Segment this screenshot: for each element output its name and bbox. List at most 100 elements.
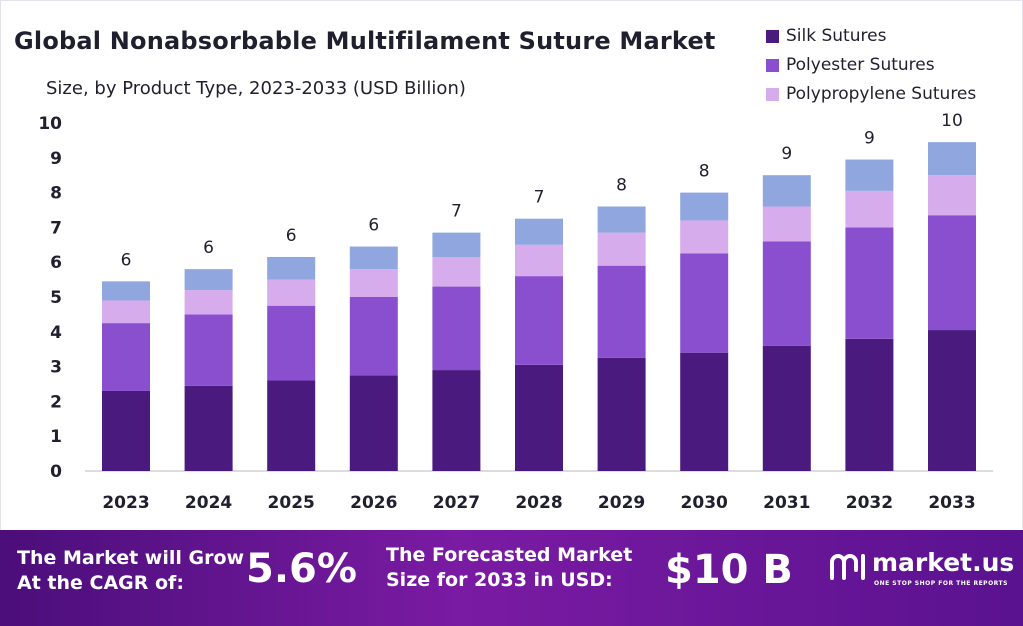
x-tick-label: 2026 [350,493,397,513]
x-tick-label: 2029 [598,493,645,513]
bar-segment [349,297,398,376]
forecast-text: The Forecasted Market Size for 2033 in U… [386,543,632,593]
bar-segment [597,206,646,233]
chart-title: Global Nonabsorbable Multifilament Sutur… [14,27,716,55]
x-tick-label: 2032 [846,493,893,513]
bar-segment [267,256,316,280]
legend-swatch-polyester [766,58,779,72]
x-tick-label: 2028 [515,493,562,513]
bar-segment [515,364,563,471]
bar-segment [762,345,811,471]
bar-total-label: 7 [534,188,545,208]
chart-subtitle: Size, by Product Type, 2023-2033 (USD Bi… [46,78,466,99]
bar-total-label: 10 [941,111,963,131]
cagr-text-line1: The Market will Grow [17,547,245,569]
summary-banner: The Market will Grow At the CAGR of: 5.6… [0,530,1023,626]
bar-total-label: 7 [451,202,462,222]
bar-segment [267,305,316,381]
bar-segment [762,241,811,346]
bar-segment [184,269,233,291]
bar-segment [349,375,398,471]
bar-segment [184,314,233,386]
y-tick-label: 7 [50,218,62,238]
bar-segment [432,370,481,471]
bar-segment [267,279,316,306]
y-tick-label: 1 [50,427,62,447]
bar-total-label: 8 [699,162,710,182]
y-tick-label: 10 [38,114,62,134]
legend-item-silk: Silk Sutures [766,22,976,50]
x-tick-label: 2023 [102,493,149,513]
bar-segment [102,390,150,471]
x-tick-label: 2025 [268,493,315,513]
legend-swatch-polypropylene [766,87,779,101]
forecast-value: $10 B [665,547,793,593]
legend-item-polypropylene: Polypropylene Sutures [766,80,976,108]
legend-item-polyester: Polyester Sutures [766,51,976,79]
bar-segment [102,300,150,324]
bar-segment [349,246,398,270]
bar-segment [102,281,150,301]
bar-segment [432,256,481,287]
y-tick-label: 8 [50,184,62,204]
bar-total-label: 8 [616,176,627,196]
y-tick-label: 6 [50,253,62,273]
bar-segment [928,175,976,216]
bar-segment [184,290,233,315]
legend: Silk Sutures Polyester Sutures Polypropy… [766,22,976,109]
brand-tagline: ONE STOP SHOP FOR THE REPORTS [874,580,1008,587]
x-tick-label: 2030 [681,493,728,513]
bar-segment [515,218,563,245]
bar-segment [680,352,729,471]
cagr-text: The Market will Grow At the CAGR of: [17,546,244,596]
cagr-value: 5.6% [246,546,357,592]
bar-segment [597,265,646,358]
bar-segment [845,227,894,339]
legend-swatch-silk [766,29,779,43]
x-tick-label: 2024 [185,493,232,513]
y-tick-label: 4 [50,323,62,343]
y-tick-label: 3 [50,358,62,378]
x-tick-label: 2031 [763,493,810,513]
bar-segment [928,142,976,176]
bar-segment [928,215,976,331]
legend-label-polyester: Polyester Sutures [786,55,935,75]
cagr-text-line2: At the CAGR of: [17,572,184,594]
y-tick-label: 5 [50,288,62,308]
bar-segment [845,338,894,471]
bar-segment [597,232,646,266]
forecast-text-line1: The Forecasted Market [386,544,633,566]
bar-segment [680,253,729,353]
bar-segment [680,192,729,221]
x-tick-label: 2027 [433,493,480,513]
bar-segment [845,159,894,191]
bar-segment [597,357,646,471]
bar-segment [184,385,233,471]
bar-total-label: 6 [286,226,297,246]
brand-name: market.us [872,548,1015,577]
bar-total-label: 6 [368,216,379,236]
legend-label-silk: Silk Sutures [786,26,887,46]
y-tick-label: 9 [50,149,62,169]
bar-total-label: 9 [781,144,792,164]
y-tick-label: 0 [50,462,62,482]
bar-segment [762,206,811,242]
market-us-logo-icon [830,554,865,580]
bar-segment [680,220,729,254]
bar-total-label: 6 [203,238,214,258]
bar-segment [515,276,563,365]
stacked-bar-chart: 0 1 2 3 4 5 6 7 8 9 10 6 2023 6 2024 6 2025 6 2026 7 2027 7 20… [38,111,993,513]
forecast-text-line2: Size for 2033 in USD: [386,569,613,591]
bar-segment [762,175,811,207]
bar-segment [515,244,563,277]
bar-segment [845,190,894,228]
bar-segment [928,330,976,471]
bar-segment [349,269,398,297]
bar-total-label: 6 [121,250,132,270]
bar-segment [432,232,481,257]
bar-segment [432,286,481,371]
y-tick-label: 2 [50,392,62,412]
bar-segment [102,323,150,391]
x-tick-label: 2033 [928,493,975,513]
bar-segment [267,380,316,471]
